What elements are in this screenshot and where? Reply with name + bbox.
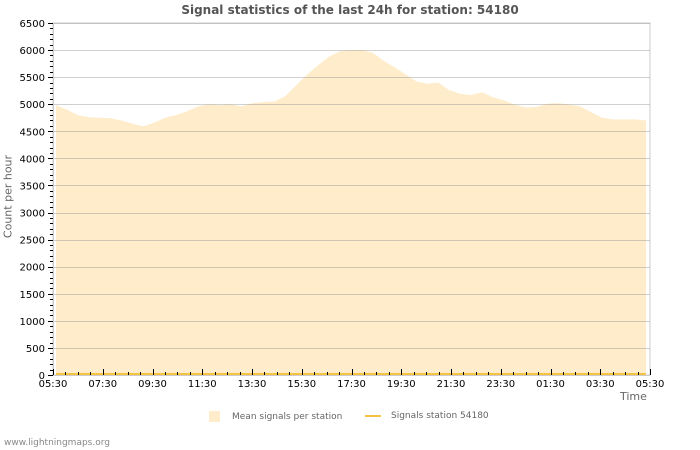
svg-text:1000: 1000 bbox=[20, 317, 45, 328]
footer-link[interactable]: www.lightningmaps.org bbox=[4, 438, 110, 448]
svg-text:2000: 2000 bbox=[20, 263, 45, 274]
svg-text:500: 500 bbox=[26, 344, 45, 355]
svg-text:3500: 3500 bbox=[20, 181, 45, 192]
chart-title: Signal statistics of the last 24h for st… bbox=[181, 3, 519, 17]
svg-text:3000: 3000 bbox=[20, 209, 45, 220]
svg-text:4500: 4500 bbox=[20, 127, 45, 138]
svg-text:07:30: 07:30 bbox=[88, 379, 117, 390]
legend-label-mean: Mean signals per station bbox=[232, 411, 343, 422]
x-axis-label: Time bbox=[620, 390, 647, 403]
legend-item-mean[interactable]: Mean signals per station bbox=[209, 411, 342, 422]
svg-text:05:30: 05:30 bbox=[39, 379, 68, 390]
mean-signals-area bbox=[56, 50, 646, 375]
svg-text:03:30: 03:30 bbox=[586, 379, 615, 390]
svg-text:09:30: 09:30 bbox=[138, 379, 167, 390]
svg-text:5500: 5500 bbox=[20, 73, 45, 84]
svg-text:21:30: 21:30 bbox=[437, 379, 466, 390]
svg-text:15:30: 15:30 bbox=[287, 379, 316, 390]
svg-text:6000: 6000 bbox=[20, 46, 45, 57]
legend: Mean signals per station Signals station… bbox=[0, 411, 700, 427]
svg-text:01:30: 01:30 bbox=[536, 379, 565, 390]
svg-text:11:30: 11:30 bbox=[188, 379, 217, 390]
svg-text:2500: 2500 bbox=[20, 236, 45, 247]
svg-text:4000: 4000 bbox=[20, 154, 45, 165]
svg-text:0: 0 bbox=[39, 371, 45, 382]
legend-item-station[interactable]: Signals station 54180 bbox=[365, 411, 489, 421]
svg-text:05:30: 05:30 bbox=[636, 379, 665, 390]
svg-text:13:30: 13:30 bbox=[238, 379, 267, 390]
svg-text:23:30: 23:30 bbox=[486, 379, 515, 390]
line-swatch-icon bbox=[365, 415, 381, 417]
svg-text:6500: 6500 bbox=[20, 19, 45, 30]
svg-text:17:30: 17:30 bbox=[337, 379, 366, 390]
area-swatch-icon bbox=[209, 411, 220, 422]
legend-label-station: Signals station 54180 bbox=[391, 411, 489, 421]
svg-text:19:30: 19:30 bbox=[387, 379, 416, 390]
svg-text:1500: 1500 bbox=[20, 290, 45, 301]
y-axis-label: Count per hour bbox=[1, 154, 15, 239]
svg-text:5000: 5000 bbox=[20, 100, 45, 111]
